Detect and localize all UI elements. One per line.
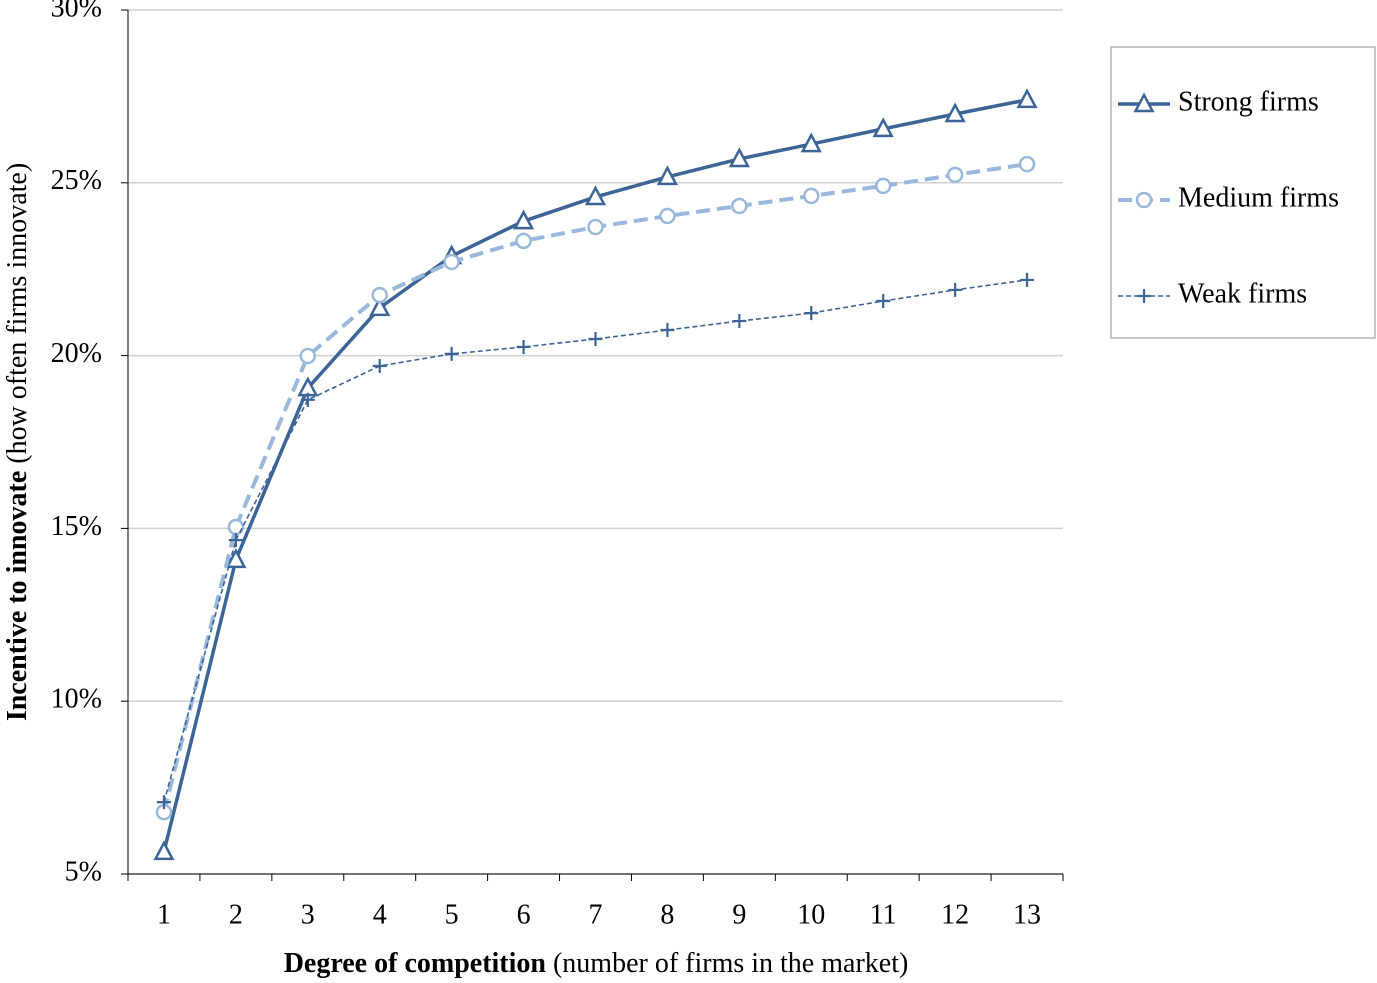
marker	[731, 197, 748, 215]
marker	[728, 147, 750, 168]
marker	[656, 165, 679, 186]
x-tick-label: 12	[941, 899, 969, 930]
x-tick-label: 5	[445, 899, 459, 930]
marker	[153, 840, 175, 861]
marker	[516, 339, 531, 354]
marker	[156, 795, 171, 810]
y-tick-label: 20%	[51, 338, 102, 369]
marker	[1016, 88, 1038, 109]
series-line	[162, 162, 1028, 813]
marker	[588, 332, 603, 347]
legend-marker	[1133, 92, 1155, 113]
x-tick-label: 6	[517, 899, 531, 930]
y-axis-title-main: Incentive to innovate	[2, 471, 33, 721]
marker	[946, 166, 964, 184]
marker	[876, 293, 891, 308]
x-axis-title-main: Degree of competition	[284, 948, 547, 979]
marker	[372, 358, 387, 373]
legend-box	[1110, 46, 1376, 339]
x-tick-label: 11	[870, 899, 897, 930]
marker	[444, 346, 459, 361]
marker	[800, 132, 822, 153]
y-axis-title-note: (how often firms innovate)	[2, 163, 33, 464]
x-axis-title-note: (number of firms in the market)	[553, 948, 908, 979]
marker	[443, 253, 460, 271]
marker	[732, 314, 747, 329]
x-axis-title: Degree of competition (number of firms i…	[284, 948, 909, 979]
marker	[1020, 272, 1035, 287]
legend-label: Strong firms	[1178, 86, 1319, 117]
marker	[804, 306, 819, 321]
y-axis-title: Incentive to innovate (how often firms i…	[2, 163, 33, 721]
x-tick-label: 10	[797, 899, 825, 930]
series-line	[163, 279, 1028, 803]
x-tick-label: 2	[229, 899, 243, 930]
x-tick-label: 8	[660, 899, 674, 930]
y-tick-label: 30%	[51, 0, 102, 23]
marker	[228, 533, 243, 548]
marker	[660, 323, 675, 338]
series-line	[162, 98, 1028, 853]
marker	[300, 392, 315, 407]
y-tick-label: 15%	[51, 511, 102, 542]
marker	[371, 286, 388, 304]
marker	[1018, 155, 1036, 173]
x-tick-label: 7	[589, 899, 603, 930]
y-tick-label: 10%	[51, 684, 102, 715]
marker	[803, 187, 820, 205]
marker	[299, 347, 317, 365]
x-tick-label: 13	[1013, 899, 1041, 930]
marker	[872, 117, 894, 138]
x-tick-label: 3	[301, 899, 315, 930]
y-tick-label: 25%	[51, 165, 102, 196]
y-tick-label: 5%	[65, 856, 102, 887]
marker	[515, 232, 532, 250]
marker	[512, 209, 535, 230]
x-tick-label: 9	[732, 899, 746, 930]
legend-label: Weak firms	[1178, 278, 1307, 309]
marker	[944, 102, 966, 123]
legend-marker	[1137, 289, 1151, 303]
marker	[874, 177, 892, 195]
x-tick-label: 4	[373, 899, 387, 930]
legend-marker	[1135, 191, 1153, 209]
marker	[584, 185, 607, 206]
marker	[948, 282, 963, 297]
x-tick-label: 1	[157, 899, 171, 930]
legend-label: Medium firms	[1178, 182, 1339, 213]
marker	[369, 296, 391, 317]
marker	[659, 207, 676, 225]
marker	[587, 218, 604, 236]
marker	[225, 548, 247, 569]
